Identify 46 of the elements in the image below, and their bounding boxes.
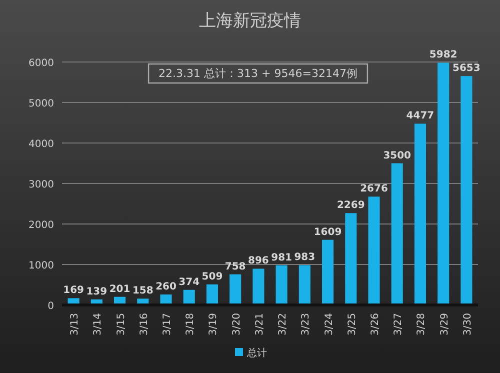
data-label: 3500 [383, 150, 412, 162]
x-tick-label: 3/17 [162, 313, 173, 336]
data-label: 983 [294, 252, 316, 264]
x-tick-label: 3/15 [116, 313, 127, 336]
x-tick-label: 3/28 [416, 313, 428, 336]
data-label: 981 [271, 252, 292, 264]
x-tick-label: 3/21 [254, 313, 266, 336]
y-tick-label: 3000 [28, 180, 54, 190]
x-tick-label: 3/27 [393, 313, 404, 336]
data-label: 5653 [452, 63, 480, 74]
data-label: 139 [86, 286, 108, 298]
x-tick-label: 3/30 [462, 313, 474, 336]
x-tick-label: 3/14 [92, 313, 104, 336]
x-tick-label: 3/19 [208, 313, 220, 336]
data-label: 260 [156, 281, 176, 292]
legend-label: 总计 [246, 347, 267, 359]
data-label: 758 [224, 261, 246, 272]
y-tick-label: 2000 [28, 220, 54, 231]
x-tick-label: 3/29 [439, 313, 450, 336]
data-label: 896 [248, 256, 269, 267]
data-label: 4477 [406, 110, 434, 122]
chart-title: 上海新冠疫情 [199, 11, 301, 31]
data-label: 169 [63, 285, 84, 296]
x-tick-label: 3/26 [370, 313, 381, 336]
data-label: 158 [132, 286, 154, 297]
x-tick-label: 3/18 [185, 313, 196, 336]
data-label: 374 [178, 276, 200, 288]
x-tick-label: 3/22 [278, 313, 289, 336]
y-tick-label: 1000 [28, 260, 54, 272]
x-tick-label: 3/25 [346, 313, 358, 336]
y-tick-label: 4000 [28, 139, 54, 150]
x-tick-label: 3/23 [300, 313, 312, 336]
y-tick-label: 5000 [28, 98, 54, 110]
x-tick-label: 3/13 [70, 313, 81, 336]
data-label: 2269 [336, 200, 365, 212]
x-tick-label: 3/20 [231, 313, 242, 336]
data-label: 1609 [314, 226, 342, 238]
data-label: 509 [202, 271, 223, 282]
data-label: 2676 [360, 184, 388, 195]
x-tick-label: 3/24 [324, 313, 335, 336]
data-label: 5982 [429, 50, 458, 61]
y-tick-label: 0 [48, 301, 54, 312]
annotation: 22.3.31 总计：313 + 9546=32147例 [158, 67, 358, 80]
data-label: 201 [109, 284, 130, 295]
y-tick-label: 6000 [28, 58, 54, 69]
x-tick-label: 3/16 [138, 313, 150, 336]
